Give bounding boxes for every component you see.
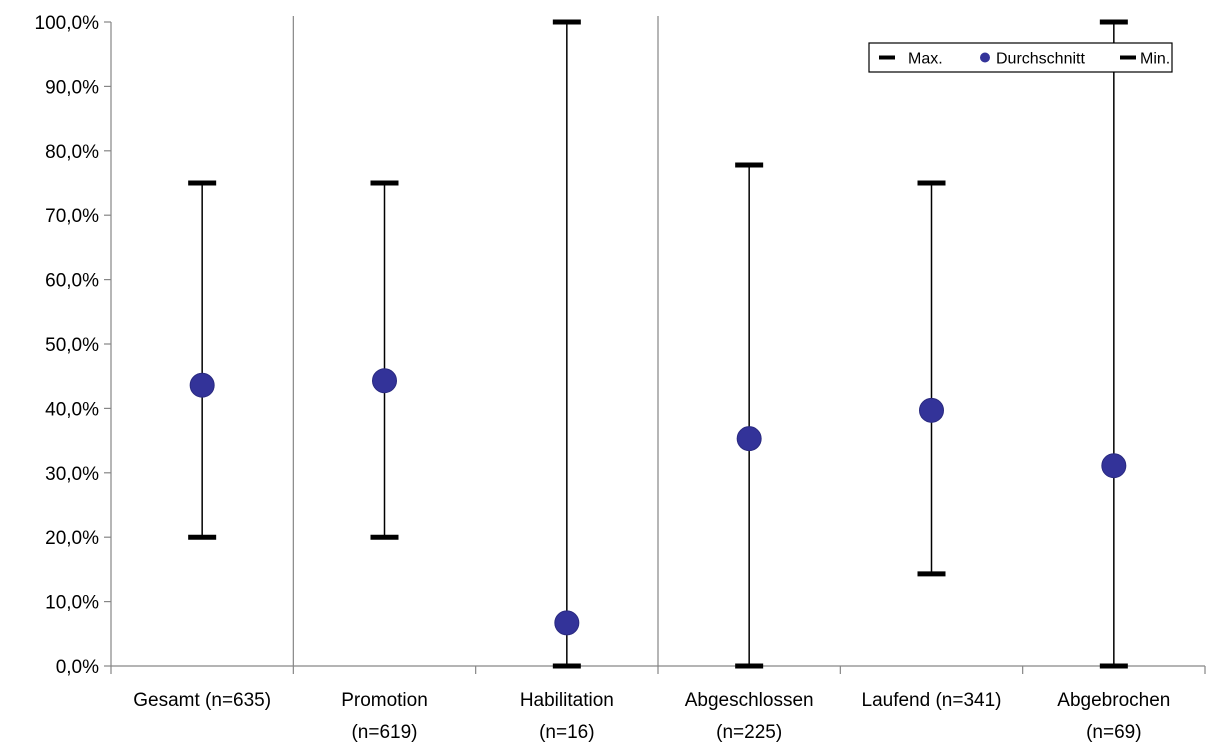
y-tick-label: 70,0%: [45, 206, 99, 227]
markers-layer: [188, 19, 1128, 669]
x-tick-label: Laufend (n=341): [862, 690, 1002, 711]
y-tick-label: 90,0%: [45, 77, 99, 98]
average-marker: [736, 426, 762, 452]
x-tick-label: Abgebrochen: [1057, 690, 1170, 711]
x-tick-label-line2: (n=619): [351, 722, 417, 743]
x-tick-label: Habilitation: [520, 690, 614, 711]
y-tick-label: 80,0%: [45, 142, 99, 163]
x-tick-label: Abgeschlossen: [685, 690, 814, 711]
y-tick-label: 50,0%: [45, 335, 99, 356]
legend-label: Min.: [1140, 51, 1170, 68]
y-tick-label: 30,0%: [45, 464, 99, 485]
x-tick-label-line2: (n=16): [539, 722, 594, 743]
range-lines-layer: [201, 22, 1115, 666]
legend: Max. Durchschnitt Min.: [868, 42, 1173, 73]
y-tick-label: 100,0%: [35, 13, 100, 34]
average-marker: [554, 610, 580, 636]
average-marker: [372, 368, 397, 394]
legend-label: Max.: [908, 51, 943, 68]
y-tick-label: 10,0%: [45, 593, 99, 614]
x-tick-label: Gesamt (n=635): [133, 690, 271, 711]
average-marker: [189, 372, 215, 398]
legend-label: Durchschnitt: [996, 51, 1085, 68]
legend-symbol-average: [980, 52, 990, 63]
x-tick-label-line2: (n=69): [1086, 722, 1141, 743]
x-tick-label-line2: (n=225): [716, 722, 782, 743]
y-tick-label: 40,0%: [45, 399, 99, 420]
y-tick-label: 20,0%: [45, 528, 99, 549]
y-tick-label: 60,0%: [45, 271, 99, 292]
axes-layer: 0,0% 10,0% 20,0% 30,0% 40,0% 50,0% 60,0% 70,0% 8…: [35, 13, 1206, 743]
y-tick-label: 0,0%: [56, 657, 99, 678]
x-tick-label: Promotion: [341, 690, 428, 711]
average-marker: [1101, 453, 1127, 479]
average-marker: [919, 397, 944, 423]
